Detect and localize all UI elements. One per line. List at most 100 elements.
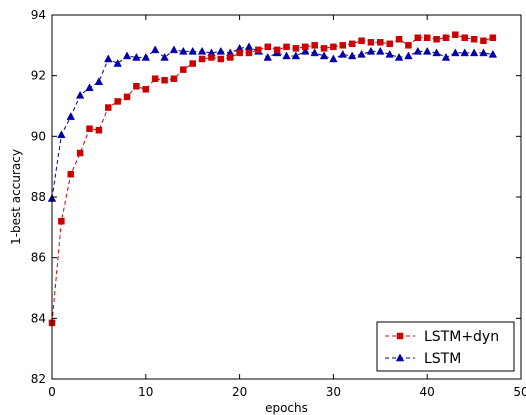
data-point (377, 39, 384, 46)
data-point (208, 54, 215, 61)
data-point (292, 45, 300, 52)
data-point (189, 60, 196, 67)
data-point (461, 34, 468, 41)
data-point (85, 83, 94, 92)
data-point (452, 31, 459, 38)
data-point (255, 46, 262, 54)
data-point (460, 48, 469, 57)
data-point (330, 43, 337, 51)
legend-item: LSTM (385, 351, 461, 367)
data-point (67, 171, 75, 178)
y-tick-label: 82 (31, 372, 46, 386)
data-point (348, 40, 356, 48)
data-point (161, 76, 168, 84)
data-point (244, 42, 254, 51)
legend-marker (395, 353, 405, 362)
data-point (245, 49, 253, 57)
legend-label: LSTM+dyn (424, 329, 499, 345)
data-point (236, 49, 243, 57)
data-point (329, 54, 338, 63)
data-point (132, 52, 141, 61)
data-point (113, 59, 122, 67)
data-point (169, 45, 179, 54)
data-point (480, 37, 487, 45)
data-point (301, 46, 310, 55)
data-point (133, 83, 140, 90)
data-point (216, 46, 226, 55)
data-point (150, 45, 160, 54)
x-tick-label: 50 (513, 385, 526, 399)
data-point (57, 130, 66, 139)
y-tick-label: 94 (31, 8, 46, 22)
legend: LSTM+dyn LSTM (376, 321, 515, 372)
data-point (122, 51, 132, 60)
data-point (479, 48, 488, 57)
x-axis-label: epochs (265, 401, 308, 415)
data-point (469, 48, 479, 57)
data-point (86, 125, 93, 132)
legend-item: LSTM+dyn (385, 329, 499, 345)
data-point (283, 43, 290, 51)
data-point (433, 36, 440, 43)
legend-marker (396, 332, 404, 340)
y-tick-label: 86 (31, 251, 46, 265)
data-point (104, 54, 113, 63)
data-point (376, 46, 385, 55)
data-point (226, 54, 234, 61)
data-point (302, 43, 309, 51)
x-tick-label: 10 (138, 385, 153, 399)
data-point (414, 34, 422, 41)
data-point (404, 51, 413, 60)
data-point (75, 90, 85, 99)
series-layer (47, 31, 498, 327)
x-tick-label: 20 (232, 385, 247, 399)
data-point (339, 42, 347, 49)
data-point (394, 52, 404, 61)
data-point (66, 112, 75, 120)
data-point (264, 43, 271, 51)
data-point (451, 48, 460, 57)
data-point (357, 49, 366, 58)
data-point (217, 55, 225, 63)
data-point (385, 49, 394, 58)
x-tick-label: 30 (326, 385, 341, 399)
y-axis-label: 1-best accuracy (9, 149, 23, 245)
data-point (347, 51, 357, 60)
data-point (170, 75, 178, 82)
data-point (320, 45, 328, 52)
data-point (198, 55, 206, 63)
data-point (489, 34, 497, 41)
data-point (263, 52, 272, 61)
series-lstm-dyn (48, 31, 497, 327)
data-point (310, 48, 319, 57)
data-point (58, 218, 65, 225)
data-point (367, 39, 375, 46)
data-point (105, 104, 112, 111)
data-point (423, 34, 431, 41)
data-point (358, 37, 365, 45)
data-point (179, 46, 188, 55)
data-point (114, 98, 121, 105)
data-point (197, 46, 207, 55)
y-tick-label: 90 (31, 129, 46, 143)
data-point (442, 34, 450, 41)
data-point (142, 86, 150, 93)
data-point (94, 77, 104, 85)
y-tick-label: 88 (31, 190, 46, 204)
series-lstm (47, 42, 498, 202)
legend-box (376, 321, 515, 372)
data-point (441, 52, 451, 61)
data-point (188, 46, 197, 55)
ticks-layer: 0 10 20 30 40 50 82 84 86 88 90 92 94 (31, 8, 526, 399)
data-point (273, 46, 281, 54)
data-point (488, 49, 498, 58)
data-point (311, 42, 318, 49)
data-point (470, 36, 478, 43)
data-point (405, 42, 412, 49)
data-point (160, 52, 169, 61)
series-line (51, 46, 493, 199)
data-point (76, 149, 84, 157)
data-point (432, 48, 441, 57)
data-point (291, 51, 301, 60)
